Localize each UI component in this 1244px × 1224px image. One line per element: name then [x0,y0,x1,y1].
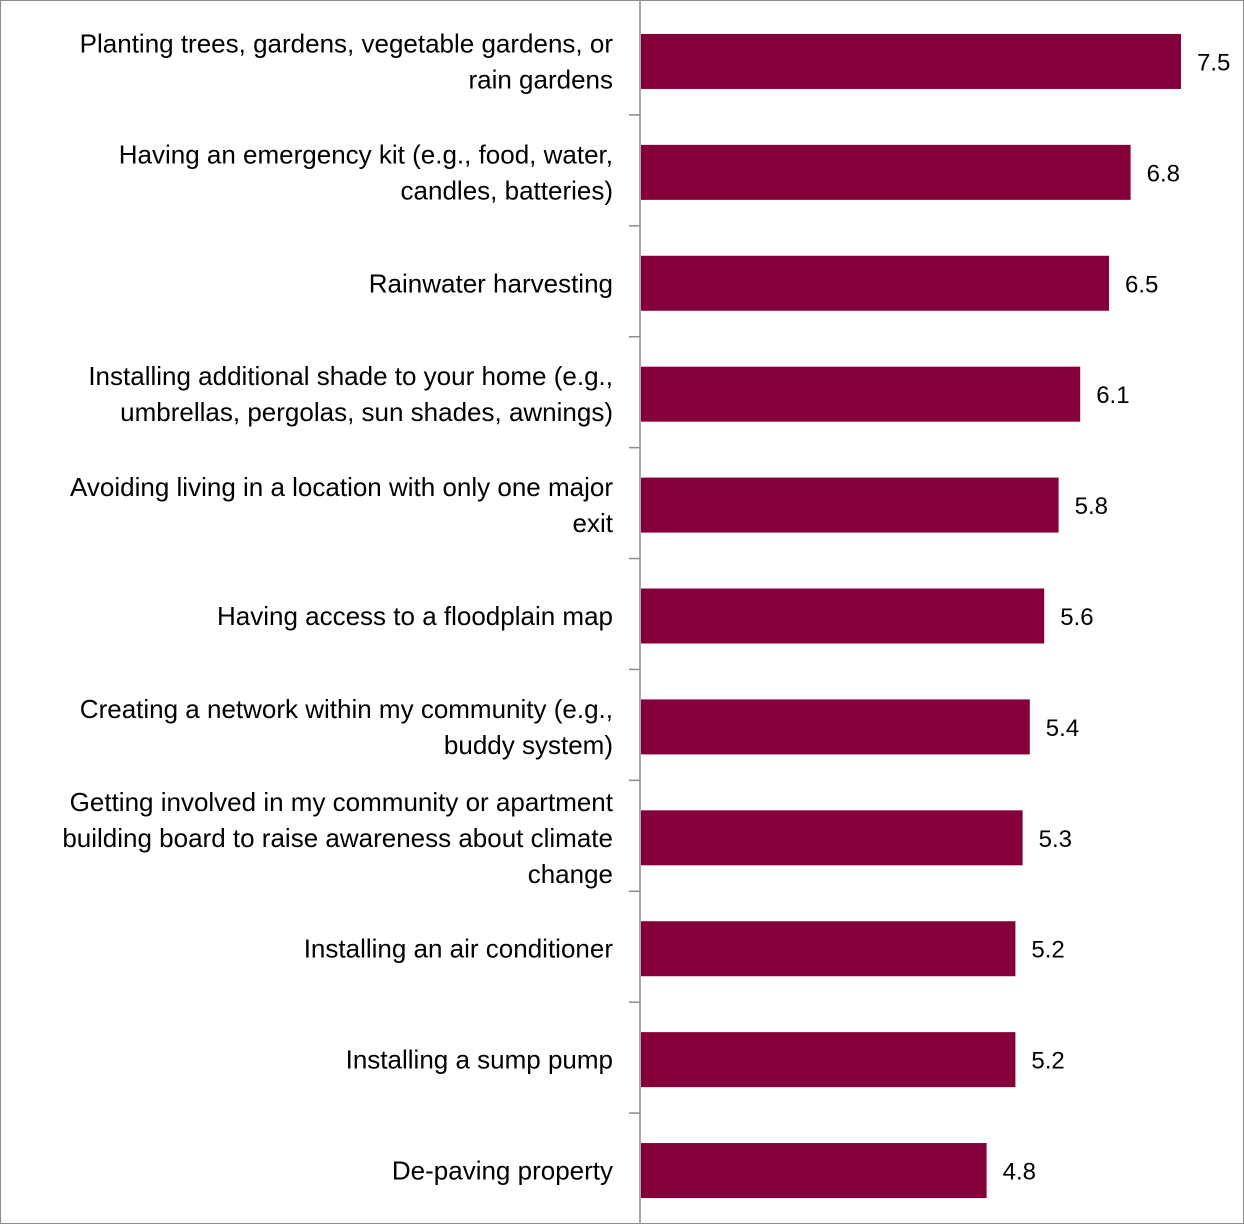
category-label-line: Installing a sump pump [346,1045,613,1075]
category-label-line: Installing additional shade to your home… [88,361,613,391]
category-label-line: Avoiding living in a location with only … [70,472,613,502]
bar-value-label: 5.2 [1031,937,1064,964]
category-label-line: Getting involved in my community or apar… [70,787,614,817]
category-label: Planting trees, gardens, vegetable garde… [80,28,614,94]
category-label: Getting involved in my community or apar… [62,787,613,889]
bar-value-label: 5.2 [1031,1048,1064,1075]
bar-value-label: 6.5 [1125,271,1158,298]
category-label-line: Planting trees, gardens, vegetable garde… [80,28,614,58]
bar-value-label: 5.3 [1039,826,1072,853]
category-label-line: Rainwater harvesting [369,268,613,298]
category-label-line: change [528,859,613,889]
bar-value-label: 5.4 [1046,715,1079,742]
category-label-line: Installing an air conditioner [304,934,614,964]
bar [641,33,1181,89]
category-label-line: Having access to a floodplain map [217,601,613,631]
bar [641,366,1081,422]
axis-layer [629,0,641,1224]
category-labels-layer: Planting trees, gardens, vegetable garde… [62,28,613,1185]
category-label: Avoiding living in a location with only … [70,472,614,538]
bar [641,477,1059,533]
category-label: Installing a sump pump [346,1045,613,1075]
category-label: Having an emergency kit (e.g., food, wat… [119,139,613,205]
bar-value-label: 4.8 [1003,1159,1036,1186]
category-label: Creating a network within my community (… [80,694,613,760]
bar [641,255,1109,311]
category-label-line: buddy system) [444,730,613,760]
value-labels-layer: 7.5 6.8 6.5 6.1 5.8 5.6 5.4 5.3 5.2 5.2 4.8 [1003,49,1231,1185]
bar-value-label: 6.1 [1096,382,1129,409]
category-label: Installing additional shade to your home… [88,361,613,427]
bar [641,699,1030,755]
category-label-line: exit [573,508,614,538]
bar-value-label: 6.8 [1147,160,1180,187]
bar [641,1143,987,1199]
bar [641,810,1023,866]
category-label-line: De-paving property [392,1156,613,1186]
bar-value-label: 5.6 [1060,604,1093,631]
category-label-line: building board to raise awareness about … [62,823,613,853]
bar [641,1032,1016,1088]
category-label: Rainwater harvesting [369,268,613,298]
category-label-line: umbrellas, pergolas, sun shades, awnings… [120,397,613,427]
bar [641,588,1045,644]
category-label: Installing an air conditioner [304,934,614,964]
bar [641,144,1131,200]
category-label-line: candles, batteries) [401,175,613,205]
bar [641,921,1016,977]
category-label-line: Creating a network within my community (… [80,694,613,724]
bars-layer [641,33,1181,1199]
bar-value-label: 5.8 [1075,493,1108,520]
category-label-line: Having an emergency kit (e.g., food, wat… [119,139,613,169]
bar-value-label: 7.5 [1197,49,1230,76]
category-label-line: rain gardens [468,64,613,94]
category-label: Having access to a floodplain map [217,601,613,631]
category-label: De-paving property [392,1156,613,1186]
